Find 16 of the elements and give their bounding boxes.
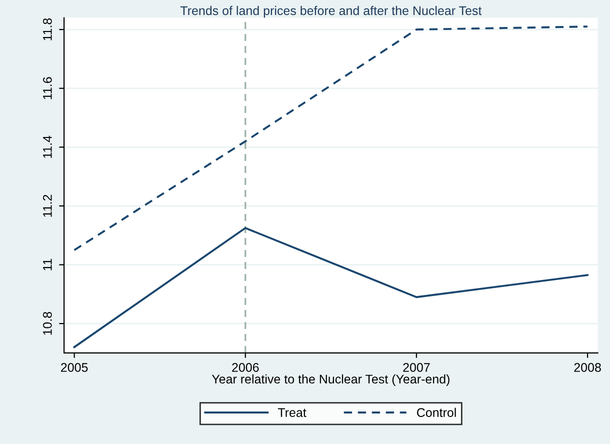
y-tick-label: 11	[43, 258, 52, 270]
y-tick-label: 10.8	[43, 312, 52, 335]
y-tick-label: 11.4	[43, 136, 52, 158]
x-tick-label: 2005	[61, 363, 88, 372]
legend-label: Treat	[278, 408, 306, 417]
chart-title: Trends of land prices before and after the Nuclear Test	[180, 6, 482, 18]
legend-label: Control	[417, 408, 456, 417]
x-tick-label: 2007	[403, 363, 430, 372]
x-tick-label: 2008	[574, 363, 601, 372]
line-series	[73, 26, 589, 252]
y-tick-label: 11.2	[43, 194, 52, 217]
line-series	[73, 227, 589, 348]
y-tick-label: 11.6	[43, 77, 52, 100]
x-tick-label: 2006	[232, 363, 259, 372]
x-axis-title: Year relative to the Nuclear Test (Year-end)	[212, 374, 450, 386]
y-tick-label: 11.8	[43, 18, 52, 40]
